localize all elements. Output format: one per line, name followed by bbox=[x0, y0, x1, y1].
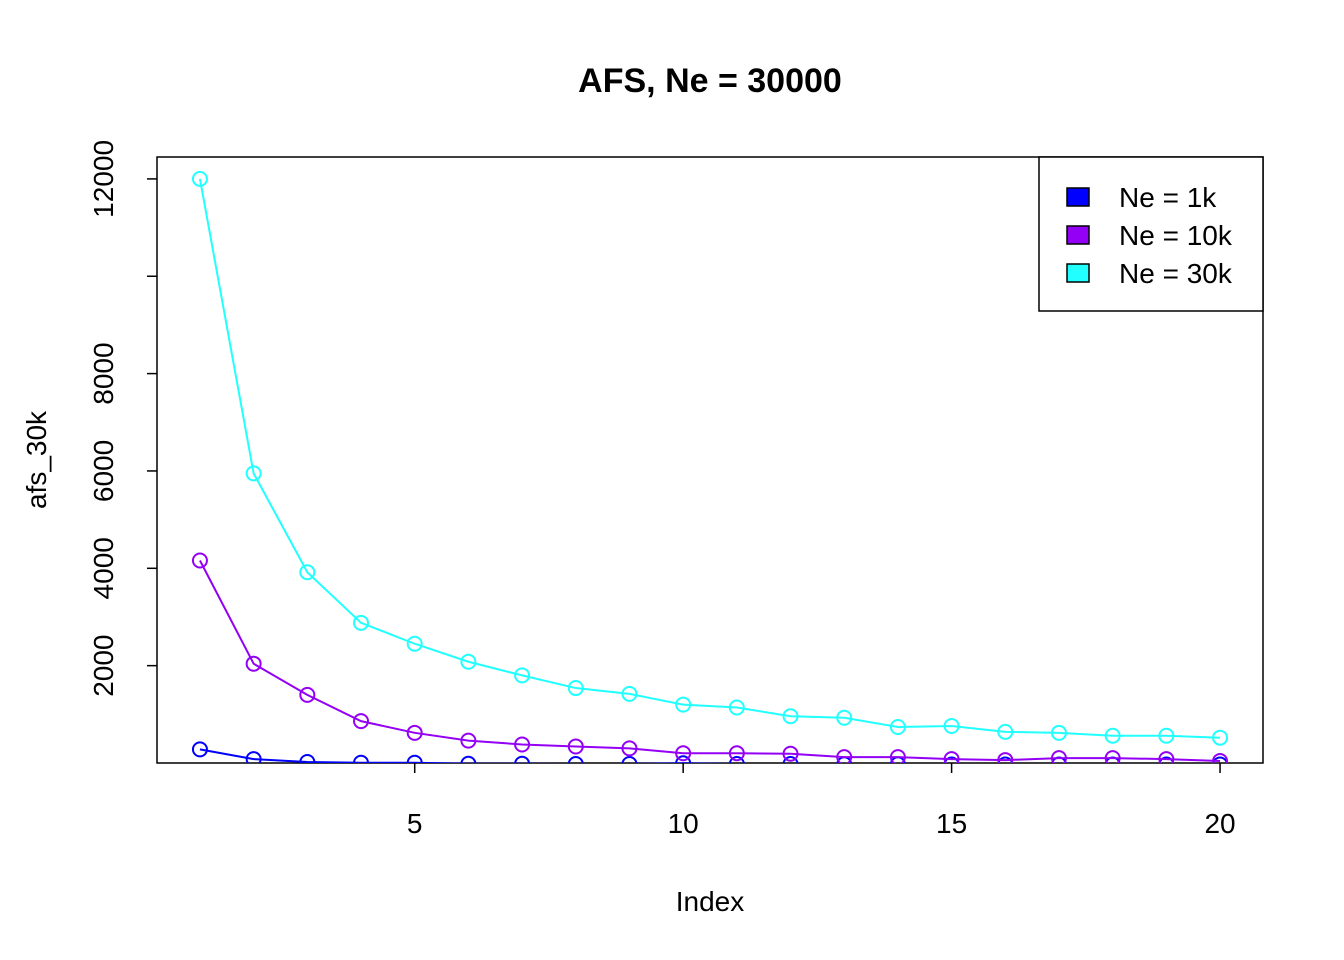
legend-swatch bbox=[1066, 263, 1090, 283]
y-tick-label: 6000 bbox=[88, 440, 119, 502]
data-point bbox=[191, 552, 208, 569]
data-point bbox=[1212, 756, 1228, 763]
x-tick-label: 5 bbox=[407, 808, 423, 839]
data-point bbox=[245, 465, 262, 482]
data-point bbox=[889, 749, 906, 763]
data-point bbox=[406, 635, 423, 652]
data-point bbox=[567, 680, 584, 697]
data-point bbox=[782, 755, 799, 763]
data-point bbox=[836, 749, 853, 763]
data-point bbox=[1212, 753, 1229, 763]
series-3 bbox=[191, 170, 1229, 746]
data-point bbox=[728, 755, 745, 763]
data-point bbox=[1158, 756, 1175, 763]
data-point bbox=[191, 741, 208, 758]
data-point bbox=[514, 755, 531, 763]
y-tick-label: 4000 bbox=[88, 537, 119, 599]
data-point bbox=[460, 732, 477, 749]
data-point bbox=[997, 723, 1014, 740]
data-point bbox=[728, 699, 745, 716]
x-axis: 5 10 15 20 bbox=[407, 763, 1236, 839]
y-tick-label: 8000 bbox=[88, 342, 119, 404]
data-point bbox=[675, 745, 692, 762]
data-point bbox=[353, 614, 370, 631]
series-2 bbox=[191, 552, 1229, 763]
series-line bbox=[199, 748, 797, 763]
x-tick-label: 20 bbox=[1204, 808, 1235, 839]
data-point bbox=[943, 718, 960, 735]
data-point bbox=[621, 755, 638, 763]
chart-title: AFS, Ne = 30000 bbox=[578, 62, 842, 100]
data-point bbox=[782, 708, 799, 725]
data-point bbox=[997, 756, 1014, 763]
data-point bbox=[1104, 756, 1121, 763]
x-tick-label: 15 bbox=[936, 808, 967, 839]
data-point bbox=[406, 754, 423, 763]
data-point bbox=[567, 738, 584, 755]
data-point bbox=[1104, 727, 1121, 744]
data-point bbox=[299, 686, 316, 703]
data-point bbox=[299, 564, 316, 581]
data-point bbox=[675, 696, 692, 713]
x-tick-label: 10 bbox=[668, 808, 699, 839]
series-line bbox=[198, 178, 1221, 739]
data-point bbox=[353, 754, 370, 763]
legend-label: Ne = 30k bbox=[1119, 258, 1233, 289]
data-point bbox=[514, 667, 531, 684]
legend-swatch bbox=[1066, 225, 1090, 245]
data-point bbox=[889, 718, 906, 735]
data-point bbox=[890, 756, 906, 763]
data-point bbox=[1158, 727, 1175, 744]
data-point bbox=[1212, 729, 1229, 746]
data-point bbox=[1104, 750, 1121, 763]
data-point bbox=[191, 170, 208, 187]
y-axis: 2000 4000 6000 8000 12000 bbox=[88, 140, 157, 697]
series-1 bbox=[191, 741, 1228, 763]
series-layer bbox=[191, 170, 1229, 763]
data-point bbox=[1050, 750, 1067, 763]
data-point bbox=[1051, 756, 1067, 763]
data-point bbox=[406, 724, 423, 741]
data-point bbox=[299, 754, 316, 763]
y-tick-label: 12000 bbox=[88, 140, 119, 218]
data-point bbox=[1158, 751, 1175, 763]
data-point bbox=[567, 755, 584, 763]
y-tick-label: 2000 bbox=[88, 635, 119, 697]
data-point bbox=[621, 685, 638, 702]
legend-label: Ne = 10k bbox=[1119, 220, 1233, 251]
x-axis-label: Index bbox=[676, 886, 745, 917]
data-point bbox=[621, 740, 638, 757]
legend: Ne = 1k Ne = 10k Ne = 30k bbox=[1038, 156, 1264, 312]
data-point bbox=[245, 655, 262, 672]
y-axis-label: afs_30k bbox=[21, 410, 52, 509]
data-point bbox=[782, 745, 799, 762]
data-point bbox=[943, 756, 960, 763]
data-point bbox=[836, 709, 853, 726]
data-point bbox=[675, 755, 692, 763]
data-point bbox=[460, 755, 477, 763]
data-point bbox=[514, 736, 531, 753]
data-point bbox=[943, 751, 960, 763]
data-point bbox=[997, 752, 1014, 763]
series-line bbox=[199, 560, 1221, 763]
legend-label: Ne = 1k bbox=[1119, 182, 1217, 213]
data-point bbox=[1050, 724, 1067, 741]
data-point bbox=[836, 756, 853, 763]
data-point bbox=[353, 713, 370, 730]
data-point bbox=[245, 751, 262, 763]
legend-swatch bbox=[1066, 187, 1090, 207]
data-point bbox=[728, 745, 745, 762]
data-point bbox=[460, 653, 477, 670]
